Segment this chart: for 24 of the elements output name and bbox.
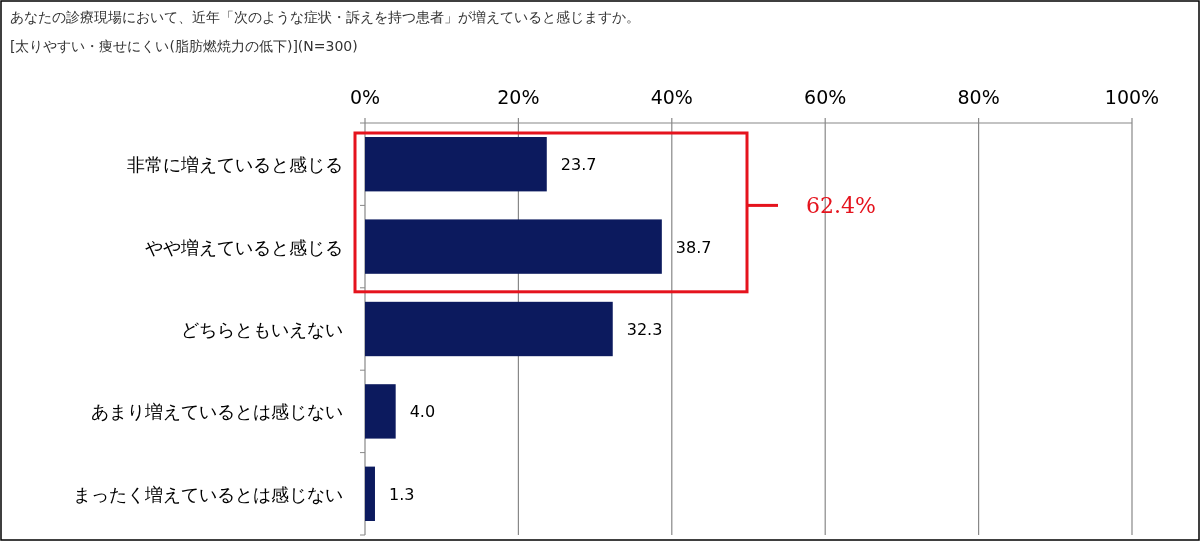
y-tick-label: まったく増えているとは感じない bbox=[73, 483, 343, 505]
data-label: 1.3 bbox=[388, 484, 415, 504]
chart-title: あなたの診療現場において、近年「次のような症状・訴えを持つ患者」が増えていると感じますか。 bbox=[10, 9, 640, 25]
bar bbox=[365, 219, 662, 274]
bar bbox=[365, 137, 547, 192]
data-label: 23.7 bbox=[560, 155, 597, 175]
x-tick-label: 80% bbox=[957, 86, 1000, 108]
data-label: 38.7 bbox=[675, 237, 712, 257]
annotation: 62.4% bbox=[806, 193, 876, 219]
text: [太りやすい・痩せにくい(脂肪燃焼力の低下)](N=300) bbox=[10, 38, 358, 54]
y-tick-label: 非常に増えていると感じる bbox=[127, 154, 343, 176]
data-label: 4.0 bbox=[409, 402, 436, 422]
bar bbox=[365, 384, 396, 439]
x-tick-label: 0% bbox=[349, 86, 381, 108]
bar bbox=[365, 301, 613, 357]
x-tick-label: 20% bbox=[497, 86, 540, 108]
data-label: 32.3 bbox=[626, 320, 663, 339]
x-tick-label: 40% bbox=[650, 86, 693, 108]
bar bbox=[365, 466, 375, 521]
y-tick-label: あまり増えているとは感じない bbox=[91, 401, 343, 423]
x-tick-label: 60% bbox=[804, 86, 847, 108]
y-tick-label: やや増えていると感じる bbox=[145, 236, 343, 258]
y-tick-label: どちらともいえない bbox=[181, 319, 343, 340]
x-tick-label: 100% bbox=[1104, 86, 1160, 108]
